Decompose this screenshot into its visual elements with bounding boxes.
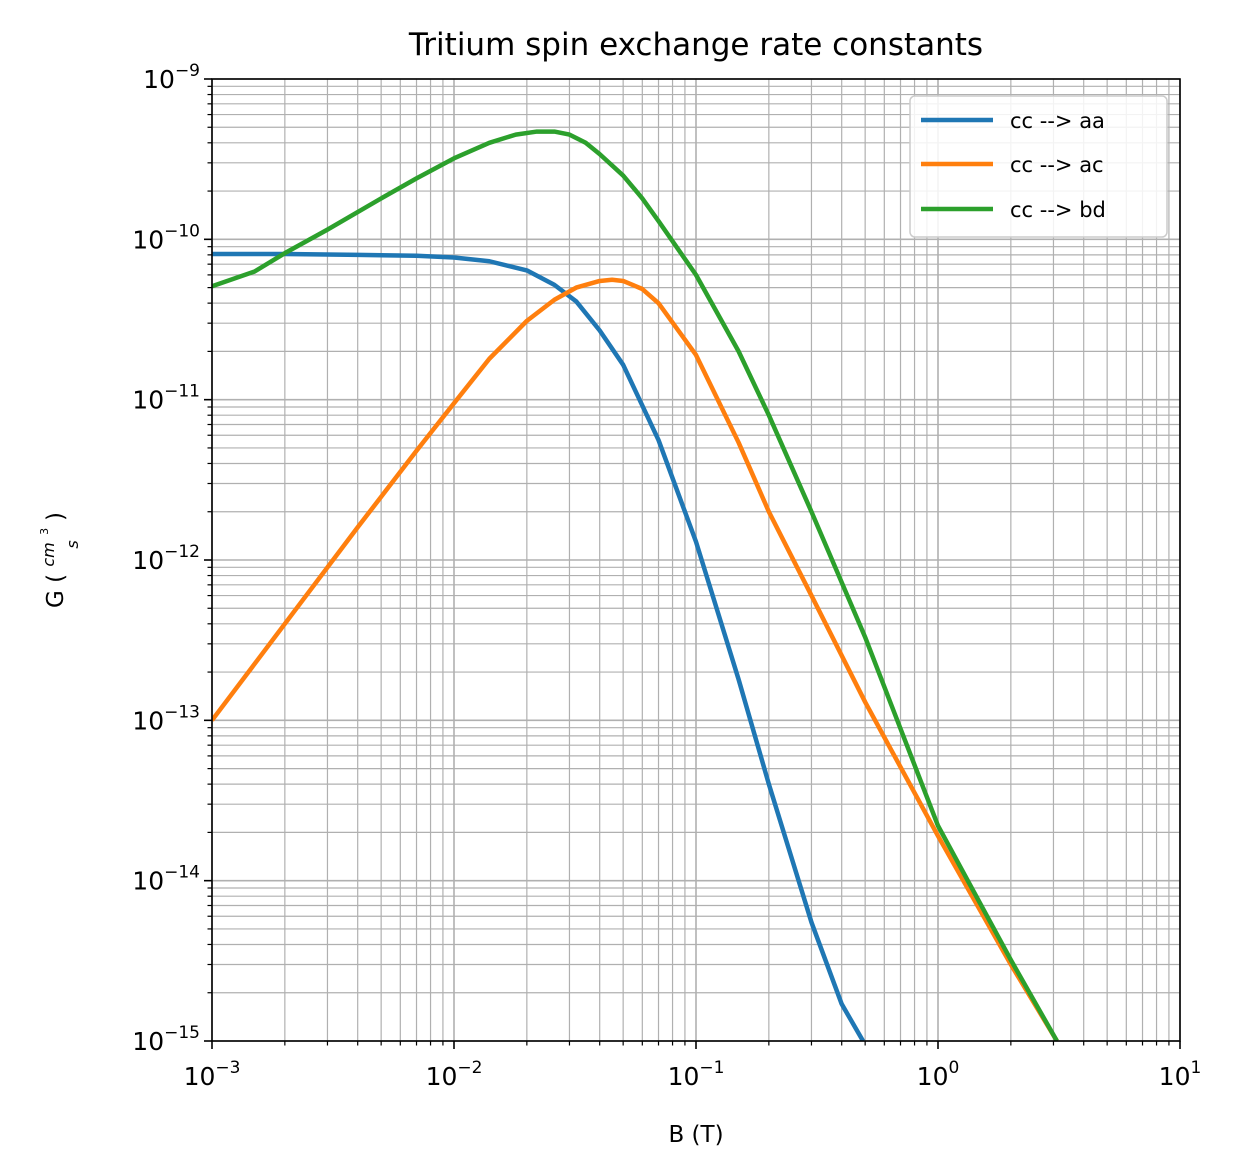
- y-tick-label: 10−13: [132, 702, 200, 735]
- legend-box: [909, 95, 1168, 238]
- y-tick-label-exponent: −13: [164, 702, 200, 722]
- series-line-cc-aa: [212, 251, 865, 1041]
- y-tick-label: 10−10: [132, 221, 200, 254]
- y-tick-label-exponent: −9: [175, 61, 200, 81]
- y-axis-label-denominator: s: [63, 540, 82, 548]
- y-tick-label: 10−15: [132, 1023, 200, 1056]
- x-tick-label: 100: [917, 1058, 960, 1091]
- x-tick-label-base: 10: [184, 1062, 216, 1091]
- series-group: [212, 129, 1059, 1041]
- y-tick-label-exponent: −10: [164, 221, 200, 241]
- y-tick-label-base: 10: [132, 867, 164, 896]
- y-axis-label-prefix: G (: [43, 574, 69, 608]
- y-axis-label-suffix: ): [43, 512, 69, 521]
- y-tick-label-base: 10: [132, 1027, 164, 1056]
- x-tick-label-exponent: −3: [215, 1058, 240, 1078]
- x-tick-label-base: 10: [917, 1062, 949, 1091]
- y-tick-label: 10−9: [143, 61, 200, 94]
- x-tick-label-exponent: 1: [1190, 1058, 1201, 1078]
- y-tick-label-base: 10: [132, 706, 164, 735]
- y-tick-label-exponent: −15: [164, 1023, 200, 1043]
- y-axis-label: G ( cm 3 s ): [28, 512, 84, 608]
- x-axis-label: B (T): [668, 1122, 723, 1148]
- axis-ticks: 10−3 10−2 10−1 100 10110−910−1010−1110−1210−…: [132, 61, 1201, 1091]
- y-tick-label-base: 10: [132, 546, 164, 575]
- x-tick-label: 10−1: [668, 1058, 725, 1091]
- x-tick-label-base: 10: [668, 1062, 700, 1091]
- y-tick-label-exponent: −11: [164, 382, 200, 402]
- y-tick-label: 10−12: [132, 542, 200, 575]
- x-tick-label-exponent: −1: [699, 1058, 724, 1078]
- y-tick-label: 10−14: [132, 863, 200, 896]
- x-tick-label: 101: [1159, 1058, 1202, 1091]
- x-tick-label-base: 10: [1159, 1062, 1191, 1091]
- legend-label-cc-aa: cc --> aa: [1010, 109, 1105, 133]
- y-axis-label-numerator-exponent: 3: [38, 528, 51, 535]
- legend: cc --> aa cc --> ac cc --> bd: [909, 95, 1168, 238]
- y-tick-label-base: 10: [132, 386, 164, 415]
- y-tick-label-base: 10: [132, 225, 164, 254]
- y-axis-label-numerator: cm: [39, 542, 58, 566]
- legend-label-cc-ac: cc --> ac: [1010, 153, 1104, 177]
- x-tick-label-base: 10: [426, 1062, 458, 1091]
- y-tick-label-exponent: −12: [164, 542, 200, 562]
- y-tick-label-base: 10: [143, 65, 175, 94]
- legend-label-cc-bd: cc --> bd: [1010, 198, 1106, 222]
- series-line-cc-ac: [212, 277, 1059, 1041]
- chart-title: Tritium spin exchange rate constants: [408, 27, 983, 63]
- y-tick-label: 10−11: [132, 382, 200, 415]
- series-line-cc-bd: [212, 129, 1059, 1041]
- x-tick-label-exponent: −2: [457, 1058, 482, 1078]
- x-tick-label: 10−3: [184, 1058, 241, 1091]
- y-tick-label-exponent: −14: [164, 863, 200, 883]
- x-tick-label: 10−2: [426, 1058, 483, 1091]
- x-tick-label-exponent: 0: [948, 1058, 959, 1078]
